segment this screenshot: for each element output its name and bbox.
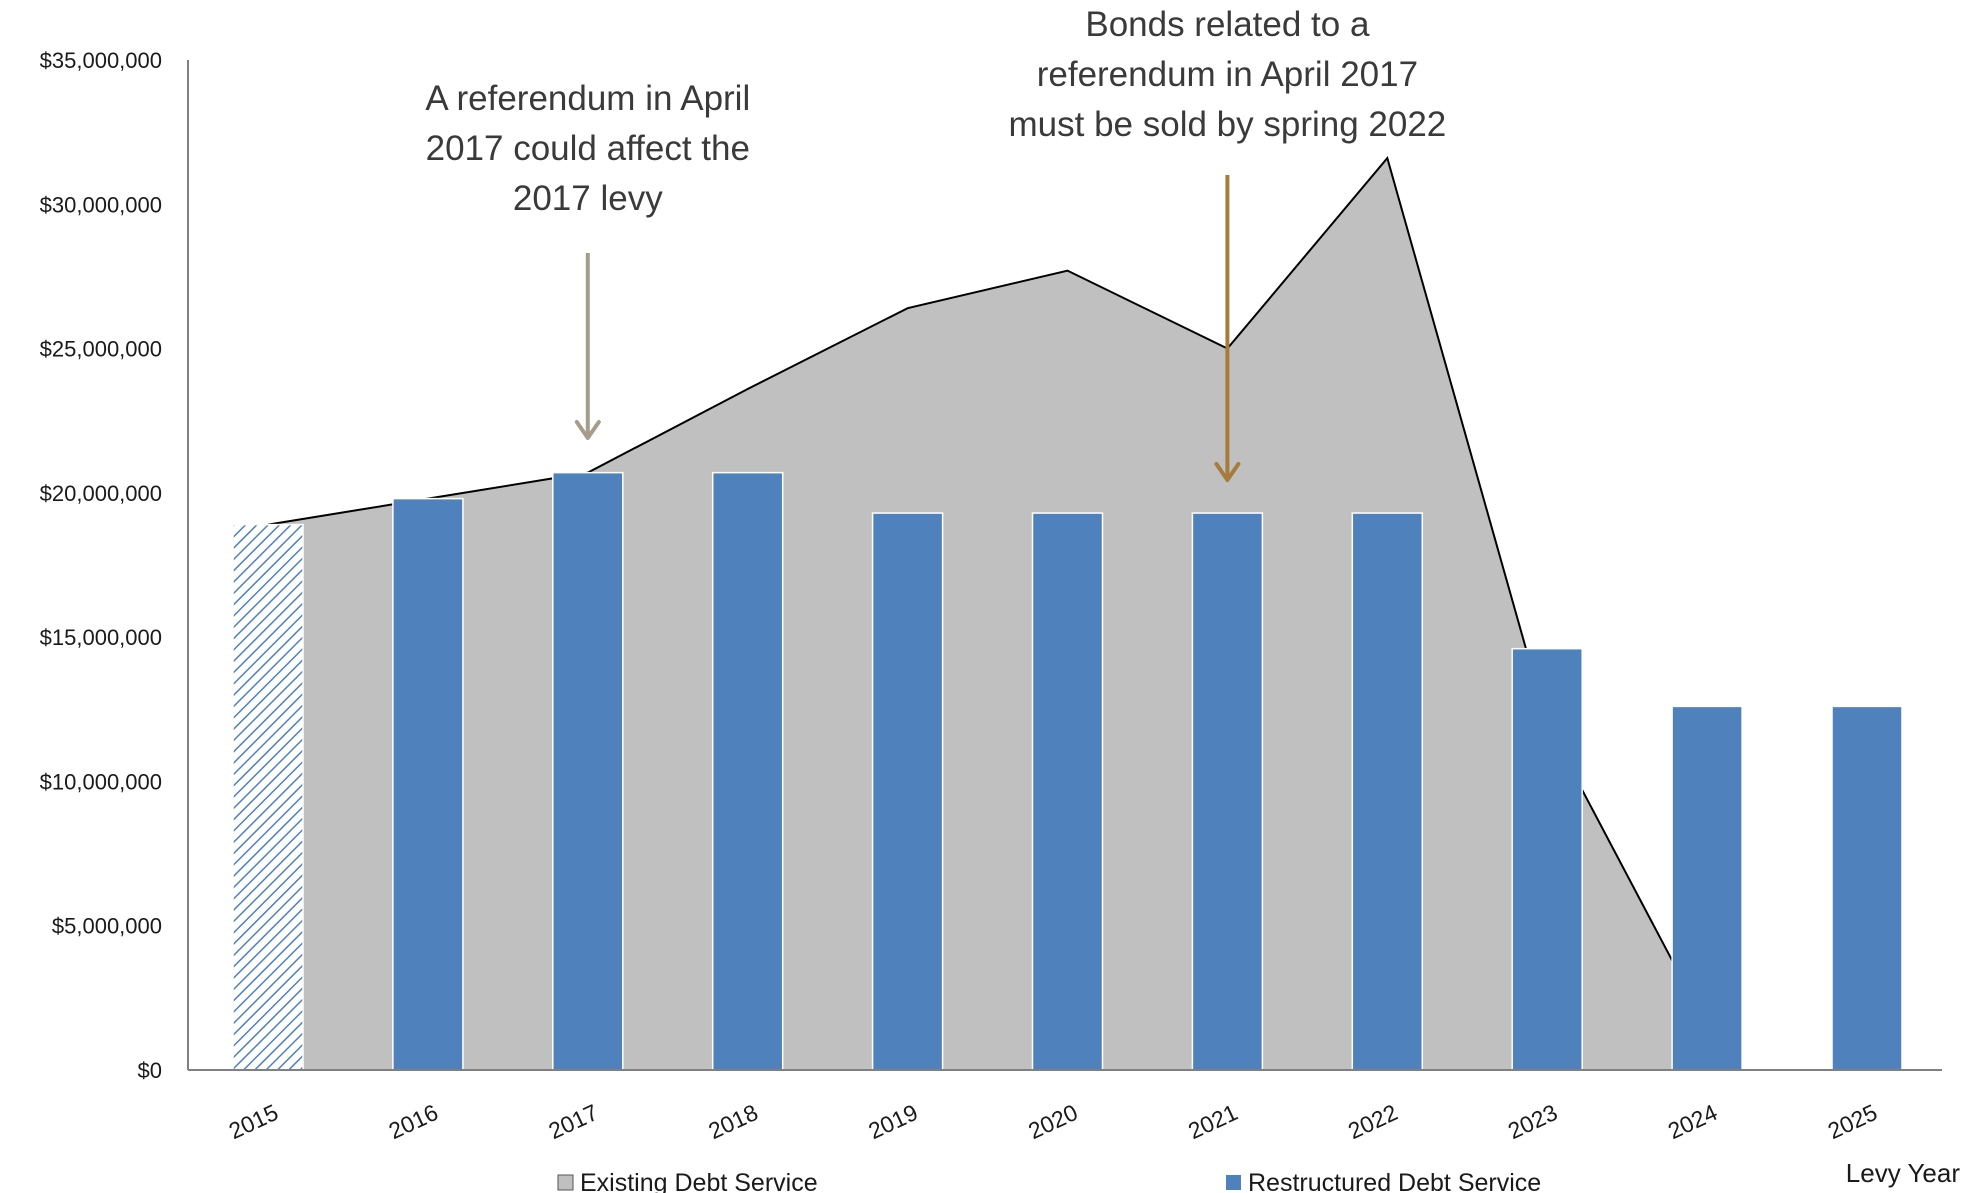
x-tick-label-2015: 2015 [225,1099,282,1144]
y-tick-label: $15,000,000 [40,625,162,650]
y-tick-label: $25,000,000 [40,337,162,362]
annotation-2-line: must be sold by spring 2022 [1009,105,1447,144]
annotation-1-arrow-head [574,420,601,440]
annotation-layer: A referendum in April 2017 could affect t… [425,5,1447,482]
y-tick-label: $10,000,000 [40,769,162,794]
bar-2019 [871,512,944,1071]
x-tick-label-2025: 2025 [1824,1099,1881,1144]
bar-2015 [232,523,304,1071]
bar-2020 [1031,512,1104,1071]
legend-swatch-existing [557,1174,574,1191]
bar-2021 [1191,512,1264,1071]
bar-2025 [1831,705,1903,1071]
annotation-2-arrow-head [1214,462,1241,482]
bar-2023 [1511,647,1583,1071]
y-tick-label: $5,000,000 [52,914,162,939]
legend-item-existing: Existing Debt Service [557,1169,818,1193]
x-tick-label-2024: 2024 [1664,1099,1722,1144]
x-tick-label-2022: 2022 [1344,1099,1401,1144]
bar-layer [232,471,1903,1071]
annotation-1-line: A referendum in April [425,79,750,118]
x-tick-label-2019: 2019 [864,1099,921,1144]
annotation-2-line: referendum in April 2017 [1037,55,1418,94]
x-tick-label-2023: 2023 [1504,1099,1561,1144]
x-tick-label-2020: 2020 [1024,1099,1081,1144]
bar-2024 [1671,705,1743,1071]
annotation-2-line: Bonds related to a [1085,5,1370,44]
x-tick-label-2021: 2021 [1184,1099,1241,1144]
legend-label-restructured: Restructured Debt Service [1248,1169,1541,1193]
y-tick-label: $35,000,000 [40,48,162,73]
bar-2016 [392,497,464,1071]
x-axis-title: Levy Year [1846,1158,1961,1188]
existing-debt-line [267,156,1708,1028]
bar-2017 [552,471,624,1071]
existing-debt-area [268,158,1708,1071]
legend-item-restructured: Restructured Debt Service [1226,1169,1541,1193]
y-tick-label: $0 [138,1058,162,1083]
bar-2022 [1351,512,1424,1071]
annotation-1-line: 2017 levy [513,179,663,218]
annotation-1-line: 2017 could affect the [426,129,750,168]
legend-swatch-restructured [1226,1175,1241,1190]
bar-2018 [711,471,784,1071]
x-tick-label-2016: 2016 [385,1099,442,1144]
y-tick-label: $30,000,000 [40,192,162,217]
x-tick-label-2018: 2018 [704,1099,761,1144]
y-tick-label: $20,000,000 [40,481,162,506]
area-layer [267,156,1708,1071]
legend-label-existing: Existing Debt Service [580,1169,818,1193]
legend: Existing Debt Service Restructured Debt S… [557,1169,1541,1193]
x-tick-label-2017: 2017 [545,1099,602,1144]
